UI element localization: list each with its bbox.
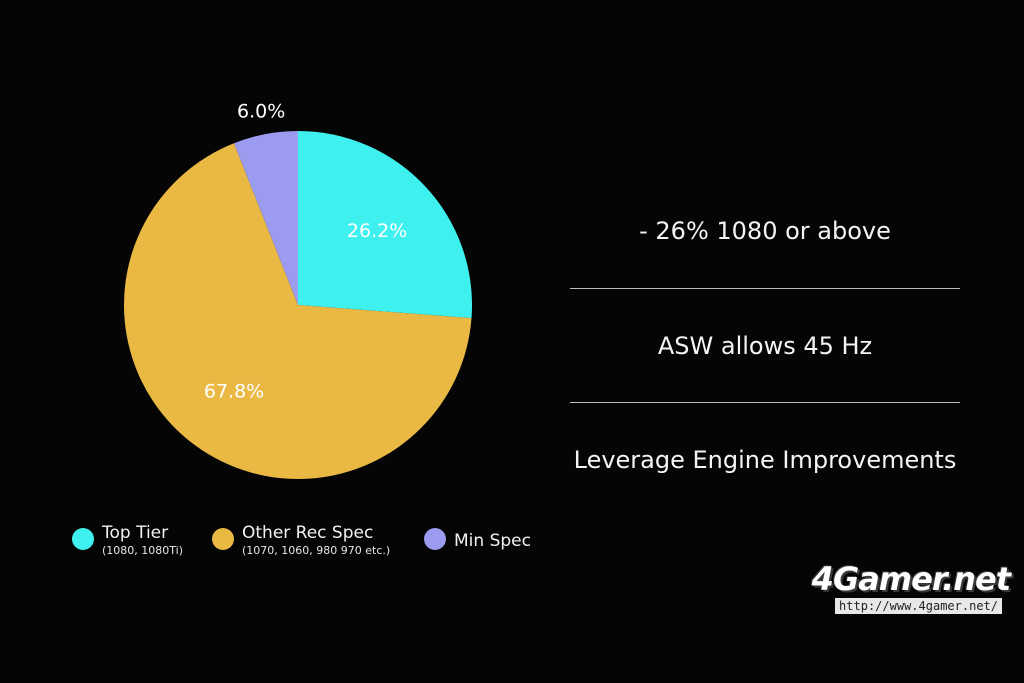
point-asw-45hz: ASW allows 45 Hz xyxy=(657,332,873,360)
pie-slice-min-spec xyxy=(233,131,298,305)
pie-slice-other-rec-spec xyxy=(124,143,472,480)
pie-label-other-rec-spec: 67.8% xyxy=(204,380,264,402)
point-1080-or-above: - 26% 1080 or above xyxy=(639,217,891,245)
legend-detail-top-tier: (1080, 1080Ti) xyxy=(102,544,184,557)
legend-swatch-min-spec xyxy=(424,528,446,550)
watermark: 4Gamer.net http://www.4gamer.net/ xyxy=(806,560,1016,618)
pie-label-top-tier: 26.2% xyxy=(347,220,407,242)
point-engine-improvements: Leverage Engine Improvements xyxy=(573,446,957,474)
legend-label-top-tier: Top Tier xyxy=(102,523,169,543)
legend-swatch-other-rec-spec xyxy=(212,528,234,550)
pie-slice-top-tier xyxy=(298,131,473,319)
legend-swatch-top-tier xyxy=(72,528,94,550)
divider-1 xyxy=(570,288,960,289)
legend-label-min-spec: Min Spec xyxy=(454,531,531,551)
divider-2 xyxy=(570,402,960,403)
legend-detail-other-rec-spec: (1070, 1060, 980 970 etc.) xyxy=(242,544,391,557)
legend-label-other-rec-spec: Other Rec Spec xyxy=(242,523,374,543)
pie-label-min-spec: 6.0% xyxy=(237,100,285,122)
watermark-url: http://www.4gamer.net/ xyxy=(835,598,1002,614)
watermark-logo: 4Gamer.net xyxy=(811,560,1011,598)
